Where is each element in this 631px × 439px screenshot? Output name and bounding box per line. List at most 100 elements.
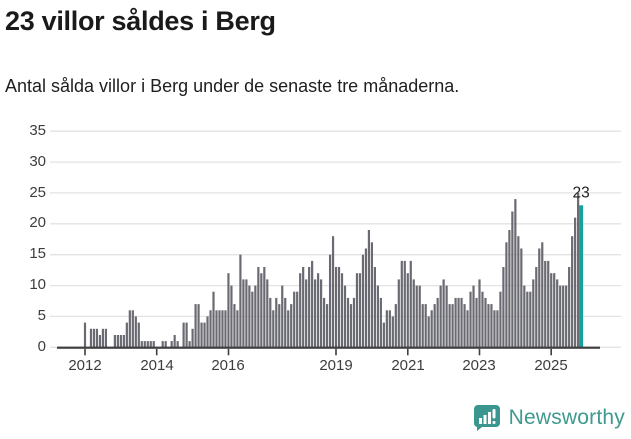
bar (526, 291, 529, 348)
bar (331, 236, 335, 348)
bar (314, 279, 317, 348)
bar (571, 236, 574, 348)
bar (236, 310, 239, 348)
x-tick-mark (407, 348, 409, 356)
bar (203, 322, 206, 348)
bar (257, 267, 260, 348)
bar (358, 273, 362, 348)
bar (83, 322, 87, 348)
bar (296, 291, 299, 348)
bar (445, 285, 448, 348)
bar (439, 285, 442, 348)
bar (481, 291, 484, 348)
y-tick-label: 5 (37, 307, 46, 324)
bar (92, 328, 96, 348)
bar (535, 267, 538, 348)
bar (520, 248, 523, 348)
bar (125, 322, 128, 348)
bar (361, 254, 365, 348)
bar (191, 328, 194, 348)
bar (409, 260, 412, 348)
bar (152, 341, 155, 348)
x-tick-label: 2023 (462, 357, 496, 374)
bar (514, 199, 517, 348)
highlight-value-label: 23 (572, 184, 589, 201)
bar (544, 260, 547, 348)
bar (490, 304, 493, 348)
bar (487, 304, 490, 348)
bar (337, 267, 341, 348)
bar (233, 304, 236, 348)
bar (113, 335, 116, 348)
bar (508, 230, 511, 348)
y-tick-label: 0 (37, 338, 46, 355)
bar (466, 310, 469, 348)
x-tick-label: 2021 (391, 357, 425, 374)
bar (406, 273, 409, 348)
bar (424, 304, 427, 348)
bar (230, 285, 233, 348)
bar (454, 297, 457, 348)
bar (577, 192, 580, 348)
bar (397, 279, 400, 348)
bar (260, 273, 263, 348)
bar (128, 310, 131, 348)
bar (218, 310, 221, 348)
bar (385, 310, 388, 348)
bar (227, 273, 230, 348)
bar (131, 310, 134, 348)
y-tick-label: 10 (29, 276, 46, 293)
bar (287, 310, 290, 348)
bar (340, 273, 344, 348)
bar (164, 341, 167, 348)
newsworthy-logo[interactable]: Newsworthy (472, 401, 625, 435)
bar (562, 285, 565, 348)
bar (140, 341, 143, 348)
bar (89, 328, 93, 348)
bar (212, 291, 215, 348)
bar (565, 285, 568, 348)
bar (299, 273, 302, 348)
bar (343, 285, 347, 348)
bar (523, 285, 526, 348)
bar (293, 291, 296, 348)
bar (484, 297, 487, 348)
x-axis-line (57, 346, 600, 349)
bar (239, 254, 242, 348)
bar (197, 304, 200, 348)
bar (185, 322, 188, 348)
y-tick-label: 25 (29, 184, 46, 201)
bar (149, 341, 152, 348)
x-tick-mark (227, 348, 230, 356)
bar (206, 316, 209, 348)
bar (433, 304, 436, 348)
bar (517, 236, 520, 348)
bar (376, 285, 379, 348)
bar (254, 285, 257, 348)
bar (421, 304, 424, 348)
bar (451, 304, 454, 348)
bar (475, 297, 478, 348)
bar (188, 341, 191, 348)
bar (355, 273, 359, 348)
bar (373, 267, 376, 348)
bar (215, 310, 218, 348)
x-tick-mark (155, 348, 158, 356)
bar (173, 335, 176, 348)
bar (311, 260, 314, 348)
bar (511, 211, 514, 348)
x-tick-label: 2025 (534, 357, 568, 374)
bar (242, 279, 245, 348)
bar (382, 322, 385, 348)
bar (391, 316, 394, 348)
y-tick-label: 20 (29, 214, 46, 231)
page-title: 23 villor såldes i Berg (5, 6, 276, 36)
bar (101, 328, 105, 348)
bar (568, 267, 571, 348)
bar (400, 260, 403, 348)
bar (529, 291, 532, 348)
bar (496, 310, 499, 348)
bar (143, 341, 146, 348)
bar (209, 310, 212, 348)
